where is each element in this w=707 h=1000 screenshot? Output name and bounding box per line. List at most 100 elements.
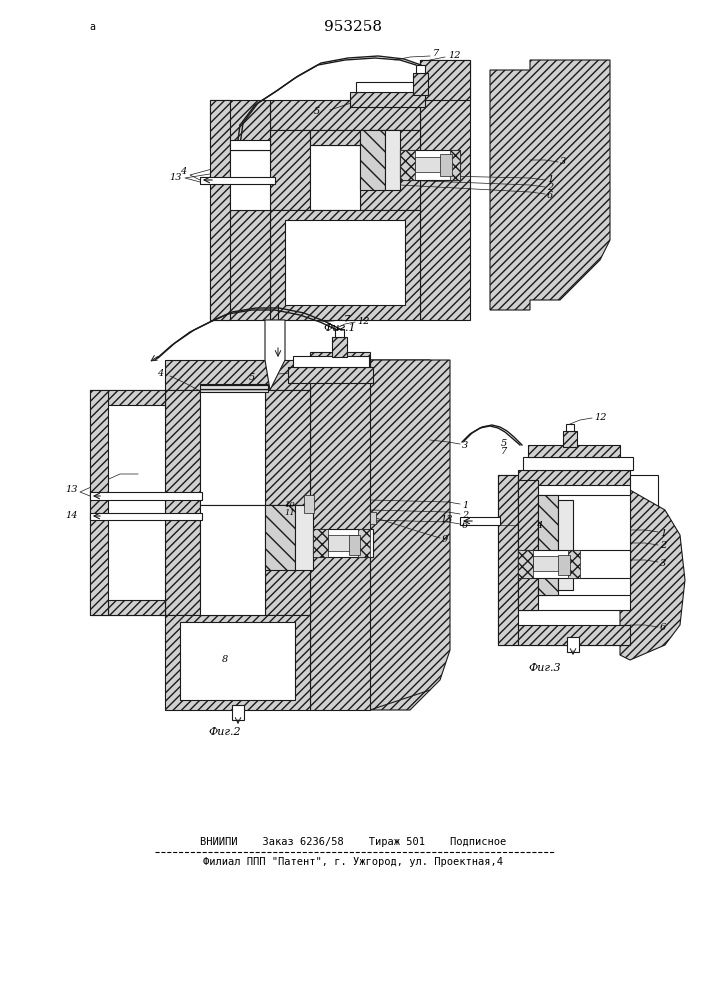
Text: 2: 2 xyxy=(547,184,554,192)
Bar xyxy=(420,60,470,100)
Text: Фиг.2: Фиг.2 xyxy=(209,727,241,737)
Text: 3: 3 xyxy=(560,157,566,166)
Polygon shape xyxy=(328,535,358,551)
Text: 953258: 953258 xyxy=(324,20,382,34)
Polygon shape xyxy=(165,390,200,520)
Text: Фиг.3: Фиг.3 xyxy=(529,663,561,673)
Bar xyxy=(285,220,405,305)
Polygon shape xyxy=(265,505,310,615)
Polygon shape xyxy=(420,60,470,320)
Text: 12: 12 xyxy=(594,412,607,422)
Bar xyxy=(350,92,425,107)
Bar xyxy=(288,367,373,383)
Polygon shape xyxy=(533,556,568,571)
Text: 13: 13 xyxy=(440,516,453,524)
Bar xyxy=(440,154,452,176)
Text: 8: 8 xyxy=(222,656,228,664)
Bar xyxy=(416,65,425,73)
Polygon shape xyxy=(210,100,230,320)
Text: 3: 3 xyxy=(462,440,468,450)
Polygon shape xyxy=(165,520,200,615)
Bar xyxy=(293,356,369,367)
Polygon shape xyxy=(370,360,450,710)
Polygon shape xyxy=(415,157,450,172)
Text: 4: 4 xyxy=(157,368,163,377)
Bar xyxy=(200,384,268,392)
Polygon shape xyxy=(270,210,420,320)
Polygon shape xyxy=(108,600,165,615)
Bar xyxy=(518,480,630,610)
Polygon shape xyxy=(360,130,420,210)
Bar xyxy=(523,457,633,470)
Bar xyxy=(400,150,460,180)
Polygon shape xyxy=(518,480,538,610)
Text: Филиал ППП "Патент", г. Ужгород, ул. Проектная,4: Филиал ППП "Патент", г. Ужгород, ул. Про… xyxy=(203,857,503,867)
Bar xyxy=(230,150,270,210)
Polygon shape xyxy=(313,529,328,557)
Polygon shape xyxy=(265,505,295,570)
Text: 5: 5 xyxy=(501,438,507,448)
Bar xyxy=(356,82,418,92)
Text: ВНИИПИ    Заказ 6236/58    Тираж 501    Подписное: ВНИИПИ Заказ 6236/58 Тираж 501 Подписное xyxy=(200,837,506,847)
Text: 11: 11 xyxy=(284,509,295,517)
Polygon shape xyxy=(518,625,630,645)
Text: 5: 5 xyxy=(249,372,255,381)
Bar xyxy=(332,337,347,357)
Bar xyxy=(566,424,574,431)
Polygon shape xyxy=(210,100,270,150)
Polygon shape xyxy=(498,475,518,645)
Polygon shape xyxy=(538,495,558,595)
Polygon shape xyxy=(90,390,165,615)
Bar xyxy=(310,352,370,370)
Bar xyxy=(90,492,202,500)
Polygon shape xyxy=(165,615,310,710)
Text: 1: 1 xyxy=(462,500,468,510)
Polygon shape xyxy=(360,130,385,190)
Polygon shape xyxy=(270,100,420,130)
Text: 9: 9 xyxy=(442,536,448,544)
Polygon shape xyxy=(370,360,430,710)
Text: Фиг.1: Фиг.1 xyxy=(324,323,356,333)
Polygon shape xyxy=(528,445,620,457)
Text: 10: 10 xyxy=(284,501,295,509)
Text: 6: 6 xyxy=(547,190,554,200)
Text: 7: 7 xyxy=(344,314,350,324)
Text: 1: 1 xyxy=(547,176,554,184)
Polygon shape xyxy=(400,150,415,180)
Text: 7: 7 xyxy=(501,448,507,456)
Text: 13: 13 xyxy=(170,174,182,182)
Polygon shape xyxy=(358,529,370,557)
Polygon shape xyxy=(568,550,580,578)
Bar xyxy=(538,495,630,595)
Bar xyxy=(230,140,270,150)
Text: 12: 12 xyxy=(448,51,460,60)
Text: 12: 12 xyxy=(357,316,370,326)
Bar xyxy=(310,130,360,145)
Text: 7: 7 xyxy=(433,48,439,57)
Polygon shape xyxy=(620,490,685,660)
Bar xyxy=(232,705,244,720)
Text: 14: 14 xyxy=(66,512,78,520)
Text: 4: 4 xyxy=(180,167,186,176)
Polygon shape xyxy=(518,470,630,485)
Polygon shape xyxy=(265,390,310,505)
Bar xyxy=(295,505,313,570)
Bar xyxy=(310,145,360,210)
Polygon shape xyxy=(450,150,460,180)
Text: 6: 6 xyxy=(660,624,666,633)
Polygon shape xyxy=(265,320,285,390)
Polygon shape xyxy=(165,360,310,390)
Text: a: a xyxy=(89,22,95,32)
Text: 1: 1 xyxy=(660,528,666,538)
Bar xyxy=(313,529,373,557)
Bar xyxy=(558,555,570,575)
Polygon shape xyxy=(210,210,270,320)
Bar xyxy=(385,130,400,190)
Bar xyxy=(349,535,360,555)
Bar xyxy=(90,513,202,520)
Bar xyxy=(335,329,344,337)
Bar xyxy=(180,622,295,700)
Bar xyxy=(200,505,265,615)
Bar xyxy=(558,500,573,590)
Polygon shape xyxy=(310,360,370,710)
